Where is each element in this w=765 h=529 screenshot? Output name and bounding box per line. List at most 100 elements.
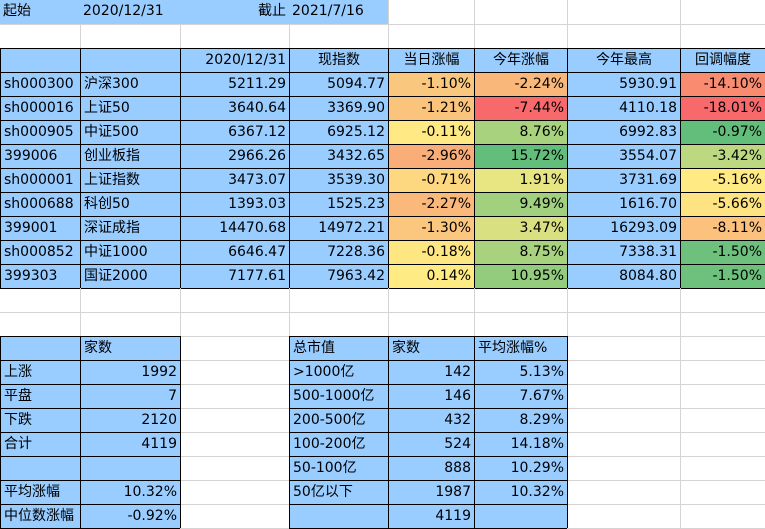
- breadth-header[interactable]: 家数: [80, 336, 181, 361]
- index-name-cell[interactable]: 沪深300: [80, 72, 181, 97]
- breadth-value[interactable]: 4119: [80, 432, 181, 457]
- breadth-label[interactable]: 合计: [0, 432, 81, 457]
- cap-count[interactable]: 146: [388, 384, 475, 409]
- cap-range[interactable]: 200-500亿: [289, 408, 389, 433]
- index-name-cell[interactable]: 国证2000: [80, 264, 181, 289]
- empty-cell[interactable]: [180, 312, 290, 337]
- breadth-label[interactable]: 平盘: [0, 384, 81, 409]
- index-drawdown-cell[interactable]: -5.66%: [680, 192, 765, 217]
- cap-range[interactable]: 500-1000亿: [289, 384, 389, 409]
- empty-cell[interactable]: [567, 432, 681, 457]
- index-high-cell[interactable]: 3731.69: [567, 168, 681, 193]
- empty-cell[interactable]: [180, 504, 290, 529]
- empty-cell[interactable]: [567, 384, 681, 409]
- index-high-cell[interactable]: 16293.09: [567, 216, 681, 241]
- index-code-cell[interactable]: sh000688: [0, 192, 81, 217]
- empty-cell[interactable]: [180, 24, 290, 49]
- empty-cell[interactable]: [567, 408, 681, 433]
- index-current-cell[interactable]: 7228.36: [289, 240, 389, 265]
- cap-range[interactable]: 50亿以下: [289, 480, 389, 505]
- empty-cell[interactable]: [388, 312, 475, 337]
- index-drawdown-cell[interactable]: -8.11%: [680, 216, 765, 241]
- index-base-cell[interactable]: 1393.03: [180, 192, 290, 217]
- index-name-cell[interactable]: 上证50: [80, 96, 181, 121]
- breadth-value[interactable]: [80, 456, 181, 481]
- index-code-cell[interactable]: 399001: [0, 216, 81, 241]
- index-base-cell[interactable]: 7177.61: [180, 264, 290, 289]
- index-ytd-cell[interactable]: 8.76%: [474, 120, 568, 145]
- breadth-label[interactable]: 平均涨幅: [0, 480, 81, 505]
- index-daily-cell[interactable]: 0.14%: [388, 264, 475, 289]
- cap-column-header[interactable]: 总市值: [289, 336, 389, 361]
- index-base-cell[interactable]: 2966.26: [180, 144, 290, 169]
- index-code-cell[interactable]: 399303: [0, 264, 81, 289]
- cap-avg[interactable]: 8.29%: [474, 408, 568, 433]
- empty-cell[interactable]: [289, 288, 389, 313]
- empty-cell[interactable]: [388, 24, 475, 49]
- empty-cell[interactable]: [289, 312, 389, 337]
- empty-cell[interactable]: [80, 288, 181, 313]
- cap-range[interactable]: 50-100亿: [289, 456, 389, 481]
- empty-cell[interactable]: [680, 456, 765, 481]
- cap-range[interactable]: [289, 504, 389, 529]
- index-code-cell[interactable]: 399006: [0, 144, 81, 169]
- index-current-cell[interactable]: 3432.65: [289, 144, 389, 169]
- index-ytd-cell[interactable]: 3.47%: [474, 216, 568, 241]
- empty-cell[interactable]: [567, 312, 681, 337]
- index-high-cell[interactable]: 6992.83: [567, 120, 681, 145]
- index-code-cell[interactable]: sh000300: [0, 72, 81, 97]
- index-current-cell[interactable]: 14972.21: [289, 216, 389, 241]
- empty-cell[interactable]: [567, 24, 681, 49]
- column-header[interactable]: [0, 48, 81, 73]
- empty-cell[interactable]: [680, 408, 765, 433]
- index-ytd-cell[interactable]: 15.72%: [474, 144, 568, 169]
- index-drawdown-cell[interactable]: -1.50%: [680, 264, 765, 289]
- cap-count[interactable]: 142: [388, 360, 475, 385]
- breadth-label[interactable]: 下跌: [0, 408, 81, 433]
- index-high-cell[interactable]: 1616.70: [567, 192, 681, 217]
- column-header[interactable]: 今年涨幅: [474, 48, 568, 73]
- start-label[interactable]: 起始: [0, 0, 81, 25]
- cap-avg[interactable]: 7.67%: [474, 384, 568, 409]
- index-name-cell[interactable]: 科创50: [80, 192, 181, 217]
- index-ytd-cell[interactable]: 8.75%: [474, 240, 568, 265]
- index-daily-cell[interactable]: -1.30%: [388, 216, 475, 241]
- breadth-header-blank[interactable]: [0, 336, 81, 361]
- empty-cell[interactable]: [474, 288, 568, 313]
- cap-range[interactable]: 100-200亿: [289, 432, 389, 457]
- index-high-cell[interactable]: 8084.80: [567, 264, 681, 289]
- index-code-cell[interactable]: sh000016: [0, 96, 81, 121]
- empty-cell[interactable]: [567, 336, 681, 361]
- index-drawdown-cell[interactable]: -5.16%: [680, 168, 765, 193]
- index-daily-cell[interactable]: -0.18%: [388, 240, 475, 265]
- empty-cell[interactable]: [680, 432, 765, 457]
- index-daily-cell[interactable]: -0.11%: [388, 120, 475, 145]
- breadth-value[interactable]: 2120: [80, 408, 181, 433]
- index-base-cell[interactable]: 14470.68: [180, 216, 290, 241]
- empty-cell[interactable]: [680, 480, 765, 505]
- cap-avg[interactable]: [474, 504, 568, 529]
- start-date[interactable]: 2020/12/31: [80, 0, 181, 25]
- empty-cell[interactable]: [180, 480, 290, 505]
- cap-count[interactable]: 4119: [388, 504, 475, 529]
- empty-cell[interactable]: [180, 384, 290, 409]
- empty-cell[interactable]: [567, 504, 681, 529]
- cap-count[interactable]: 888: [388, 456, 475, 481]
- breadth-label[interactable]: [0, 456, 81, 481]
- index-current-cell[interactable]: 1525.23: [289, 192, 389, 217]
- index-base-cell[interactable]: 6367.12: [180, 120, 290, 145]
- cap-count[interactable]: 432: [388, 408, 475, 433]
- empty-cell[interactable]: [680, 24, 765, 49]
- empty-cell[interactable]: [388, 0, 475, 25]
- empty-cell[interactable]: [680, 504, 765, 529]
- empty-cell[interactable]: [567, 288, 681, 313]
- index-name-cell[interactable]: 中证500: [80, 120, 181, 145]
- column-header[interactable]: 回调幅度: [680, 48, 765, 73]
- cap-avg[interactable]: 5.13%: [474, 360, 568, 385]
- end-label[interactable]: 截止: [180, 0, 290, 25]
- index-current-cell[interactable]: 3369.90: [289, 96, 389, 121]
- empty-cell[interactable]: [0, 288, 81, 313]
- empty-cell[interactable]: [680, 312, 765, 337]
- index-code-cell[interactable]: sh000001: [0, 168, 81, 193]
- empty-cell[interactable]: [180, 408, 290, 433]
